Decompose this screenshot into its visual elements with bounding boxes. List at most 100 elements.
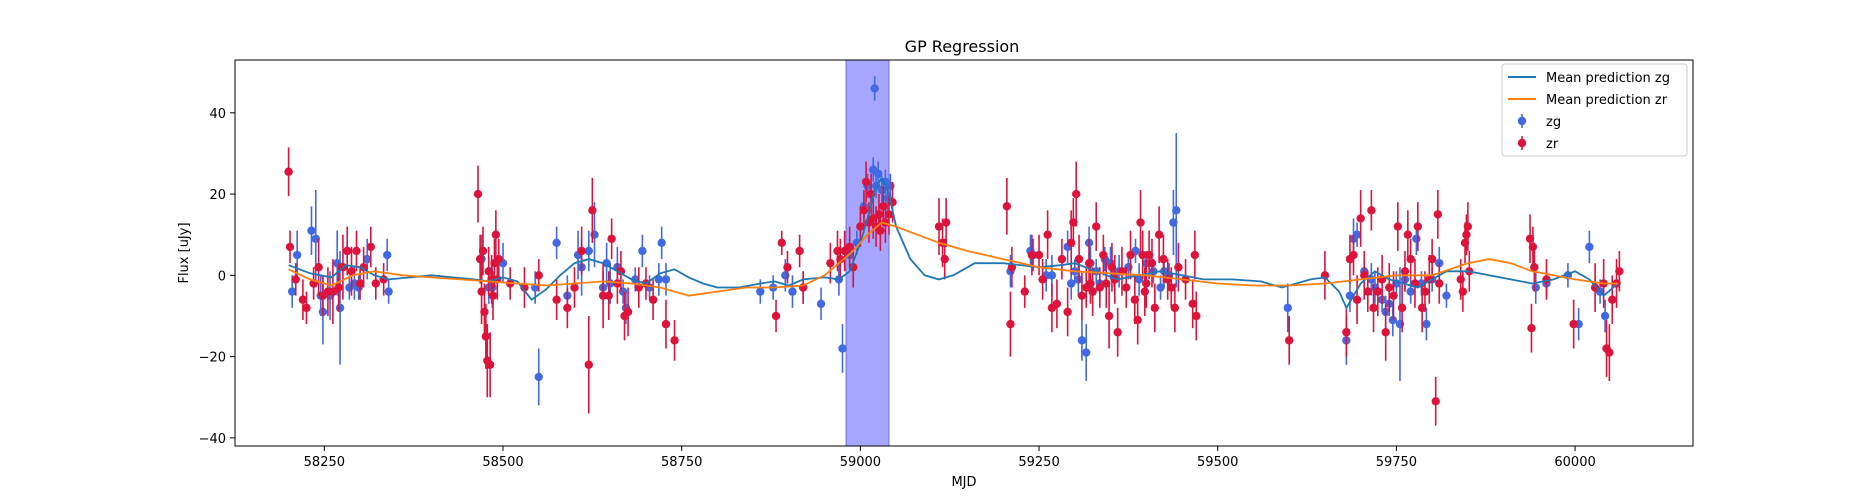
data-point-zr-marker	[1084, 258, 1094, 268]
data-point-zr	[1389, 271, 1398, 321]
data-point-zg-marker	[1172, 206, 1181, 215]
legend-dot-zr	[1517, 138, 1527, 148]
data-point-zr-marker	[859, 206, 869, 215]
data-point-zr	[1159, 234, 1168, 284]
data-point-zg-marker	[838, 344, 847, 353]
data-point-zr-marker	[1403, 230, 1413, 239]
x-tick-label: 58750	[661, 455, 702, 470]
data-point-zg-marker	[1156, 283, 1165, 292]
data-point-zg	[654, 263, 664, 296]
data-point-zr-marker	[1381, 328, 1390, 337]
data-point-zr-marker	[371, 279, 380, 288]
data-point-zr-marker	[284, 167, 293, 176]
data-point-zr	[1463, 202, 1473, 251]
data-point-zr	[347, 246, 356, 296]
data-point-zg-marker	[638, 246, 647, 256]
data-point-zr-marker	[584, 360, 593, 369]
data-point-zr	[1133, 295, 1142, 345]
data-point-zg	[1172, 133, 1181, 288]
data-point-zr	[1154, 206, 1164, 264]
legend: Mean prediction zg Mean prediction zr zg…	[1501, 63, 1688, 157]
data-point-zg-marker	[534, 372, 543, 382]
data-point-zg-marker	[552, 238, 561, 248]
data-point-zr	[1007, 246, 1017, 288]
data-point-zr	[359, 246, 368, 288]
data-point-zr-marker	[856, 222, 865, 231]
x-tick-label: 58250	[304, 455, 345, 470]
data-point-zg-marker	[657, 238, 666, 248]
data-point-zr-marker	[941, 218, 951, 227]
data-point-zr-marker	[1463, 222, 1473, 231]
data-point-zr-marker	[1530, 263, 1539, 272]
data-point-zr	[302, 291, 311, 325]
data-point-zr-marker	[1431, 397, 1440, 406]
data-point-zg-marker	[1047, 271, 1057, 280]
data-point-zr-marker	[359, 263, 368, 272]
data-point-zr	[1605, 324, 1614, 381]
legend-label-zr-line: Mean prediction zr	[1546, 93, 1668, 108]
data-point-zr-marker	[1154, 230, 1164, 239]
y-tick-label: −20	[199, 351, 226, 366]
data-point-zg-marker	[1134, 275, 1144, 284]
data-point-zr-marker	[616, 267, 626, 276]
data-point-zr-marker	[1385, 283, 1394, 292]
data-point-zr-marker	[1389, 291, 1398, 300]
y-tick-label: 20	[209, 188, 226, 203]
data-point-zr-marker	[491, 230, 501, 239]
data-point-zr	[623, 287, 633, 337]
data-point-zr-marker	[1190, 250, 1200, 260]
data-point-zr-marker	[1133, 315, 1142, 325]
data-point-zr-marker	[1027, 250, 1037, 260]
data-point-zr-marker	[1360, 271, 1369, 280]
data-point-zr-marker	[298, 295, 308, 304]
data-point-zr-marker	[1527, 323, 1536, 333]
data-point-zr	[1356, 190, 1365, 247]
data-point-zr	[1462, 214, 1471, 256]
data-point-zr	[1188, 279, 1197, 329]
data-point-zr	[1527, 303, 1536, 353]
data-point-zr	[1136, 190, 1145, 256]
data-point-zr-marker	[334, 283, 343, 292]
data-point-zr	[371, 267, 380, 300]
data-point-zr	[352, 230, 361, 272]
data-point-zr	[1126, 230, 1135, 280]
data-point-zr-marker	[1393, 222, 1403, 231]
data-point-zr-marker	[777, 238, 786, 248]
data-point-zr-marker	[1099, 250, 1108, 260]
data-point-zr-marker	[1427, 254, 1437, 264]
data-point-zr	[1057, 238, 1067, 280]
data-point-zg-marker	[383, 250, 392, 260]
data-point-zg	[1531, 271, 1540, 304]
data-point-zg	[584, 230, 593, 272]
data-point-zr-marker	[874, 210, 884, 219]
data-point-zr-marker	[940, 254, 949, 264]
data-point-zg-marker	[788, 287, 797, 296]
data-point-zr	[1006, 291, 1015, 357]
plot-frame	[234, 59, 1694, 447]
data-point-zr	[861, 161, 871, 203]
data-point-zg	[1134, 263, 1144, 296]
data-point-zr-marker	[285, 242, 295, 252]
data-point-zr-marker	[1072, 189, 1081, 199]
data-point-zr	[607, 218, 616, 260]
legend-box	[1501, 63, 1688, 157]
data-point-zr-marker	[588, 206, 597, 215]
data-point-zr	[798, 271, 808, 304]
data-point-zg-marker	[1412, 234, 1421, 243]
data-point-zr-marker	[1052, 299, 1062, 308]
data-point-zr	[563, 287, 572, 329]
data-point-zr	[1077, 271, 1087, 321]
y-tick-label: −40	[199, 432, 226, 447]
data-point-zr-marker	[1034, 250, 1044, 260]
data-point-zr	[1002, 177, 1012, 235]
data-point-zg-marker	[1406, 287, 1415, 296]
data-point-zr	[1367, 190, 1376, 231]
data-point-zg	[1077, 320, 1087, 361]
data-point-zg-marker	[1600, 311, 1610, 321]
data-point-zr-marker	[1138, 250, 1147, 260]
data-point-zg	[1352, 222, 1362, 247]
data-point-zr-marker	[771, 311, 781, 321]
data-point-zr	[534, 259, 543, 292]
data-point-zr	[485, 332, 495, 398]
data-point-zr	[552, 279, 561, 321]
